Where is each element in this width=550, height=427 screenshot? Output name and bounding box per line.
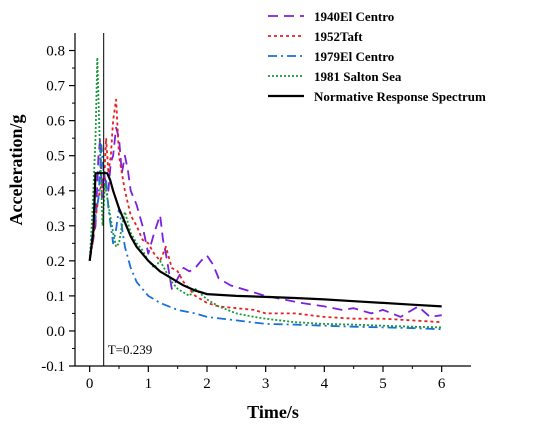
legend: 1940El Centro 1952Taft 1979El Centro 1981 S…	[268, 9, 486, 104]
series-line-1	[88, 126, 442, 318]
series-line-3	[88, 144, 442, 331]
y-tick-label: 0.8	[46, 44, 65, 60]
x-axis-title: Time/s	[247, 402, 299, 422]
legend-label: 1952Taft	[314, 29, 363, 44]
y-tick-label: 0.7	[46, 79, 65, 95]
y-axis-title: Acceleration/g	[6, 115, 26, 226]
x-tick-label: 4	[321, 376, 329, 392]
x-tick-label: 6	[438, 376, 446, 392]
y-tick-label: 0.0	[46, 324, 65, 340]
y-tick-label: 0.6	[46, 114, 65, 130]
x-axis-ticks: 0 1 2 3 4 5 6	[86, 366, 446, 392]
period-annotation: T=0.239	[108, 342, 153, 357]
y-tick-label: -0.1	[41, 359, 65, 375]
series-line-4	[88, 56, 442, 329]
legend-label: 1981 Salton Sea	[314, 69, 402, 84]
y-axis-ticks: -0.1 0.0 0.1 0.2 0.3 0.4 0.5 0.6 0.7 0.8	[41, 44, 75, 375]
period-marker: T=0.239	[103, 33, 153, 366]
x-tick-label: 2	[203, 376, 211, 392]
legend-label: Normative Response Spectrum	[314, 89, 486, 104]
y-tick-label: 0.5	[46, 149, 65, 165]
x-tick-label: 1	[145, 376, 153, 392]
x-tick-label: 0	[86, 376, 94, 392]
series-line-2	[88, 98, 442, 324]
x-tick-label: 3	[262, 376, 270, 392]
legend-label: 1979El Centro	[314, 49, 394, 64]
x-tick-label: 5	[379, 376, 387, 392]
y-tick-label: 0.4	[46, 184, 65, 200]
axes	[74, 33, 471, 367]
series-line-5	[88, 172, 442, 308]
legend-label: 1940El Centro	[314, 9, 394, 24]
y-tick-label: 0.3	[46, 219, 65, 235]
y-tick-label: 0.2	[46, 254, 65, 270]
y-tick-label: 0.1	[46, 289, 65, 305]
series-layer	[88, 56, 442, 331]
